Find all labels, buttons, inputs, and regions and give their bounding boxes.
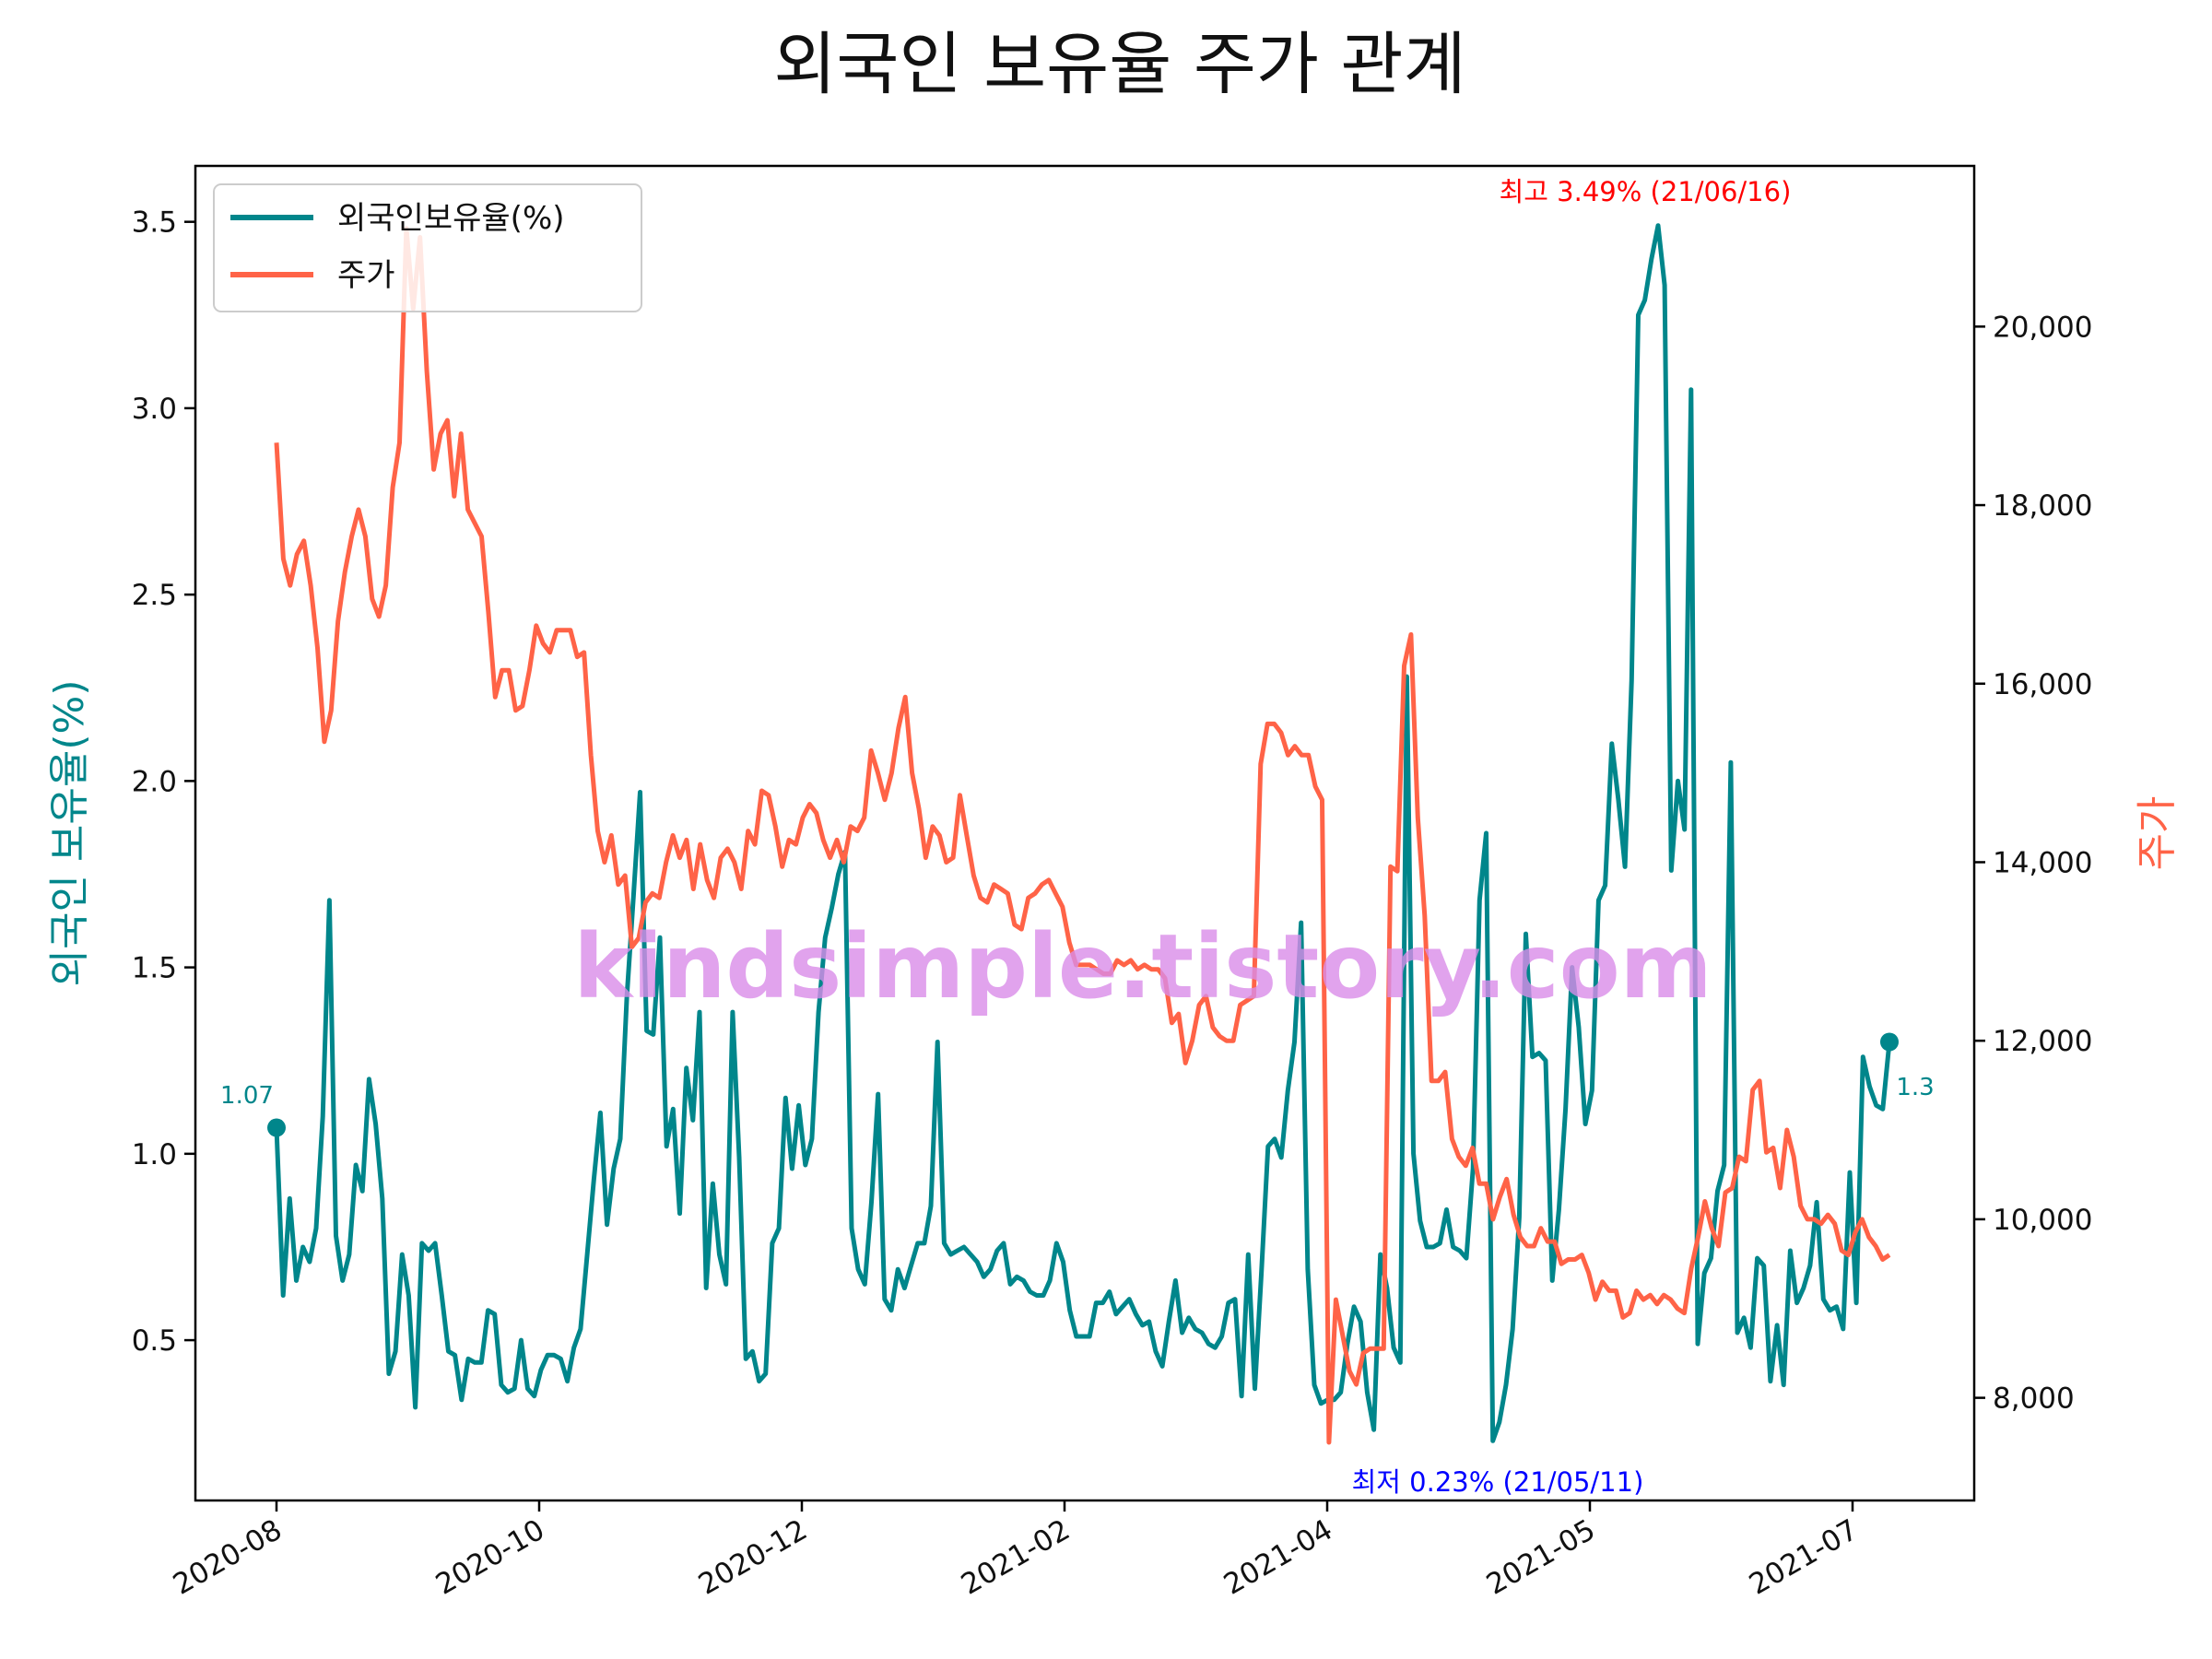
y-left-tick-label: 1.0: [132, 1138, 177, 1171]
right-y-axis: 8,000 10,000 12,000 14,000 16,000 18,000 20,00…: [1974, 311, 2092, 1416]
y-right-tick-label: 20,000: [1993, 311, 2092, 344]
y-left-tick-label: 1.5: [132, 952, 177, 985]
end-marker: [1880, 1032, 1899, 1052]
legend: 외국인보유율(%) 주가: [213, 183, 642, 312]
y-left-tick-label: 2.5: [132, 579, 177, 612]
annotation-max: 최고 3.49% (21/06/16): [1500, 176, 1792, 207]
left-y-axis: 0.5 1.0 1.5 2.0 2.5 3.0 3.5: [132, 206, 195, 1358]
y-right-tick-label: 8,000: [1993, 1382, 2075, 1416]
series-line-stock-price: [274, 226, 1891, 1445]
chart-title: 외국인 보유율 주가 관계: [773, 25, 1465, 104]
x-tick-label: 2021-05: [1481, 1513, 1601, 1602]
plot-area: 2020-08 2020-10 2020-12 2021-02 2021-04 2021-…: [132, 164, 2092, 1602]
x-tick-label: 2021-02: [956, 1513, 1076, 1602]
x-tick-label: 2020-10: [430, 1513, 550, 1602]
y-left-tick-label: 2.0: [132, 765, 177, 798]
x-tick-label: 2021-04: [1218, 1513, 1338, 1602]
legend-label-price: 주가: [337, 257, 395, 294]
legend-box: [213, 183, 642, 312]
y-right-tick-label: 16,000: [1993, 668, 2092, 701]
x-axis: 2020-08 2020-10 2020-12 2021-02 2021-04 2021-…: [168, 1500, 1864, 1602]
y-left-tick-label: 3.0: [132, 393, 177, 426]
x-tick-label: 2021-07: [1744, 1513, 1864, 1602]
series-line-foreign-ratio: [274, 223, 1892, 1443]
start-marker: [267, 1118, 286, 1137]
y-right-tick-label: 10,000: [1993, 1204, 2092, 1237]
plot-frame: [194, 164, 1976, 1502]
y-right-tick-label: 18,000: [1993, 489, 2092, 523]
y-right-tick-label: 12,000: [1993, 1025, 2092, 1058]
annotation-end: 1.3: [1896, 1074, 1934, 1101]
annotation-min: 최저 0.23% (21/05/11): [1352, 1466, 1644, 1498]
y-left-tick-label: 3.5: [132, 206, 177, 240]
y-right-tick-label: 14,000: [1993, 846, 2092, 879]
x-tick-label: 2020-08: [168, 1513, 288, 1602]
y-left-label: 외국인 보유율(%): [46, 679, 93, 986]
annotation-start: 1.07: [220, 1082, 274, 1110]
y-left-tick-label: 0.5: [132, 1324, 177, 1358]
y-right-label: 주가: [2134, 796, 2181, 871]
legend-label-foreign: 외국인보유율(%): [337, 200, 565, 237]
endpoint-markers: [267, 1032, 1899, 1137]
x-tick-label: 2020-12: [693, 1513, 813, 1602]
watermark: kindsimple.tistory.com: [573, 915, 1712, 1018]
